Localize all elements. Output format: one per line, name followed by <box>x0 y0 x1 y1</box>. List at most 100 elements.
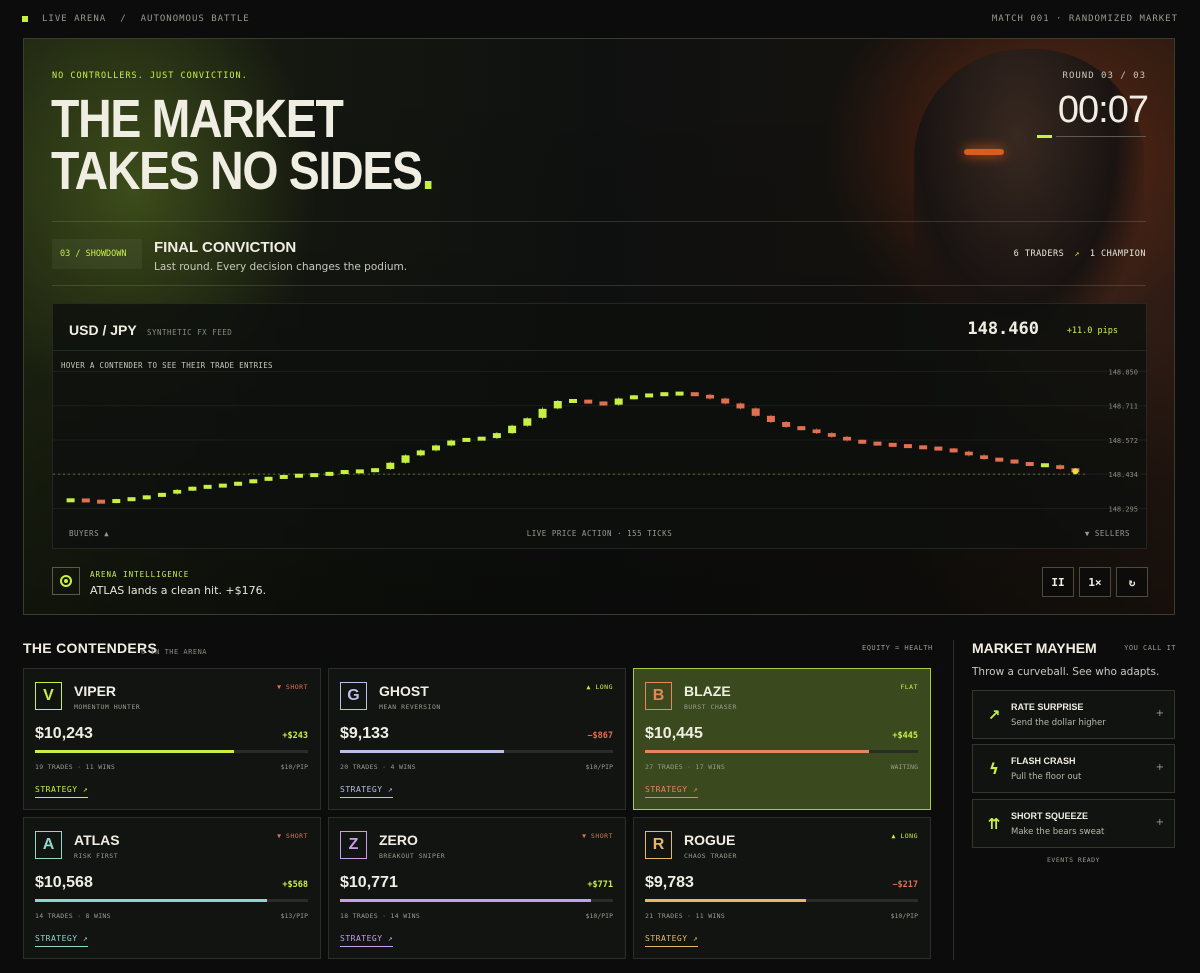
strategy-link[interactable]: STRATEGY ↗ <box>645 785 699 798</box>
event-rate-surprise-button[interactable]: ↗ RATE SURPRISE Send the dollar higher + <box>972 690 1175 739</box>
health-bar <box>340 750 613 753</box>
divider <box>52 285 1146 286</box>
pip-rate: $10/PIP <box>585 763 613 771</box>
health-bar-fill <box>340 750 504 753</box>
event-icon: ϟ <box>989 760 999 778</box>
candle <box>949 448 958 453</box>
contender-equity: $9,783 <box>645 874 694 891</box>
health-bar <box>35 750 308 753</box>
candle <box>858 439 867 444</box>
plus-icon: + <box>1155 817 1164 828</box>
candle <box>584 399 593 404</box>
strategy-link[interactable]: STRATEGY ↗ <box>35 785 89 798</box>
contender-card-ghost[interactable]: G GHOST MEAN REVERSION ▲ LONG $9,133 −$867 20 … <box>328 668 626 810</box>
strategy-link[interactable]: STRATEGY ↗ <box>35 934 89 947</box>
stage-badge: 03 / SHOWDOWN <box>52 239 142 269</box>
intel-label: ARENA INTELLIGENCE <box>90 570 190 579</box>
candle <box>279 474 288 479</box>
contender-name: ZERO <box>379 832 418 848</box>
pause-button[interactable]: II <box>1042 567 1074 597</box>
contender-card-rogue[interactable]: R ROGUE CHAOS TRADER ▲ LONG $9,783 −$217 21 TR… <box>633 817 931 959</box>
contender-pnl: +$771 <box>587 880 613 890</box>
contender-pnl: +$445 <box>892 731 918 741</box>
event-icon: ↗ <box>987 706 1001 724</box>
position-badge: ▼ SHORT <box>277 832 308 840</box>
contender-card-atlas[interactable]: A ATLAS RISK FIRST ▼ SHORT $10,568 +$568 14 TR… <box>23 817 321 959</box>
contenders-title: THE CONTENDERS <box>23 640 158 656</box>
contender-card-zero[interactable]: Z ZERO BREAKOUT SNIPER ▼ SHORT $10,771 +$771 1… <box>328 817 626 959</box>
contender-equity: $10,568 <box>35 874 93 891</box>
reset-button[interactable]: ↻ <box>1116 567 1148 597</box>
candle <box>766 415 775 422</box>
contender-avatar: V <box>35 682 62 710</box>
candle <box>827 433 836 437</box>
y-tick-label: 148.711 <box>1108 403 1138 411</box>
candle <box>173 489 182 494</box>
position-badge: ▲ LONG <box>586 683 613 691</box>
candle <box>310 473 319 478</box>
candle <box>477 436 486 441</box>
strategy-link[interactable]: STRATEGY ↗ <box>645 934 699 947</box>
price-change: +11.0 pips <box>1066 326 1118 336</box>
event-flash-crash-button[interactable]: ϟ FLASH CRASH Pull the floor out + <box>972 744 1175 793</box>
candle <box>1025 462 1034 466</box>
section-divider <box>953 640 954 960</box>
candle <box>614 398 623 405</box>
candlestick-plot[interactable]: 148.850 148.711 148.572 148.434 148.295 HOVER… <box>53 351 1146 549</box>
speed-button[interactable]: 1× <box>1079 567 1111 597</box>
contender-card-blaze[interactable]: B BLAZE BURST CHASER FLAT $10,445 +$445 27 TRA… <box>633 668 931 810</box>
contender-card-viper[interactable]: V VIPER MOMENTUM HUNTER ▼ SHORT $10,243 +$243… <box>23 668 321 810</box>
candle <box>934 446 943 451</box>
candle <box>81 498 90 503</box>
strategy-link[interactable]: STRATEGY ↗ <box>340 785 394 798</box>
candle <box>371 468 380 473</box>
candle <box>218 483 227 488</box>
candle <box>508 425 517 434</box>
contender-pnl: +$568 <box>282 880 308 890</box>
candle <box>112 499 121 504</box>
candle <box>873 441 882 446</box>
contender-pnl: −$867 <box>587 731 613 741</box>
pip-rate: $10/PIP <box>890 912 918 920</box>
tagline: NO CONTROLLERS. JUST CONVICTION. <box>52 71 248 81</box>
trade-stats: 27 TRADES · 17 WINS <box>645 763 726 771</box>
candle <box>325 471 334 476</box>
strategy-link[interactable]: STRATEGY ↗ <box>340 934 394 947</box>
top-bar: LIVE ARENA / AUTONOMOUS BATTLE MATCH 001… <box>22 0 1178 38</box>
live-arena-label: LIVE ARENA <box>42 14 107 24</box>
price-chart[interactable]: USD / JPY SYNTHETIC FX FEED 148.460 +11.… <box>52 303 1147 549</box>
contender-name: BLAZE <box>684 683 731 699</box>
pip-rate: WAITING <box>890 763 918 771</box>
pip-rate: $13/PIP <box>280 912 308 920</box>
candle <box>264 476 273 481</box>
headline-line-2: TAKES NO SIDES. <box>51 141 435 201</box>
candle <box>234 481 243 486</box>
event-description: Send the dollar higher <box>1011 718 1106 728</box>
headline-dot: . <box>421 141 435 201</box>
event-short-squeeze-button[interactable]: ⇈ SHORT SQUEEZE Make the bears sweat + <box>972 799 1175 848</box>
candle <box>492 433 501 439</box>
candle <box>462 437 471 442</box>
contender-equity: $10,243 <box>35 725 93 742</box>
candle <box>995 457 1004 462</box>
live-indicator-icon <box>22 16 28 22</box>
candle <box>188 486 197 491</box>
contender-style: BREAKOUT SNIPER <box>379 852 446 860</box>
candle <box>386 462 395 469</box>
trade-stats: 21 TRADES · 11 WINS <box>645 912 726 920</box>
divider <box>52 221 1146 222</box>
candle <box>964 451 973 456</box>
candle <box>660 392 669 397</box>
ticks-label: LIVE PRICE ACTION · 155 TICKS <box>526 529 673 538</box>
candle <box>736 403 745 409</box>
health-bar-fill <box>645 899 807 902</box>
contender-style: MEAN REVERSION <box>379 703 441 711</box>
health-bar <box>645 899 918 902</box>
contender-equity: $9,133 <box>340 725 389 742</box>
contender-name: ROGUE <box>684 832 736 848</box>
candle <box>675 391 684 396</box>
headline-line-1: THE MARKET <box>51 89 344 149</box>
contender-style: RISK FIRST <box>74 852 119 860</box>
candle <box>903 444 912 449</box>
plus-icon: + <box>1155 708 1164 719</box>
